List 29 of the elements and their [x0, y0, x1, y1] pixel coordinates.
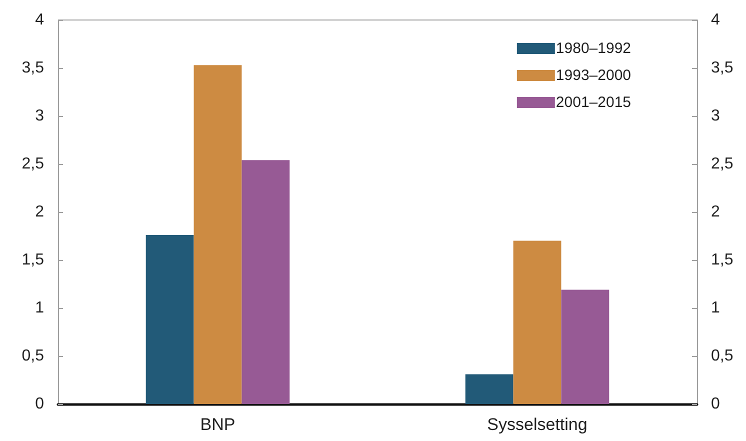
bar	[465, 374, 514, 404]
legend-label: 1980–1992	[556, 40, 632, 57]
bar	[513, 240, 562, 404]
y2-tick-label: 2,5	[711, 156, 734, 172]
y-tick-label: 2,5	[22, 156, 44, 172]
bar	[146, 235, 194, 404]
y-tick-label: 4	[35, 12, 44, 28]
y2-tick-label: 3	[711, 108, 720, 124]
bar	[194, 65, 242, 404]
y2-tick-label: 4	[711, 12, 720, 28]
y-tick-label: 0,5	[22, 348, 44, 364]
y2-tick-label: 1,5	[711, 252, 734, 268]
y-tick-label: 3,5	[22, 60, 44, 76]
y-tick-label: 1	[35, 300, 44, 316]
y-tick-label: 0	[35, 396, 44, 412]
y2-tick-label: 0,5	[711, 348, 734, 364]
x-tick-label: Sysselsetting	[487, 415, 588, 434]
x-tick-label: BNP	[200, 415, 236, 434]
y2-tick-label: 1	[711, 300, 720, 316]
legend-label: 1993–2000	[556, 67, 632, 84]
y-tick-label: 1,5	[22, 252, 44, 268]
y-tick-label: 2	[35, 204, 44, 220]
y2-tick-label: 3,5	[711, 60, 734, 76]
bar	[561, 290, 610, 404]
y-tick-label: 3	[35, 108, 44, 124]
legend-label: 2001–2015	[556, 94, 632, 111]
y2-tick-label: 2	[711, 204, 720, 220]
y2-tick-label: 0	[711, 396, 720, 412]
bar	[242, 160, 290, 404]
